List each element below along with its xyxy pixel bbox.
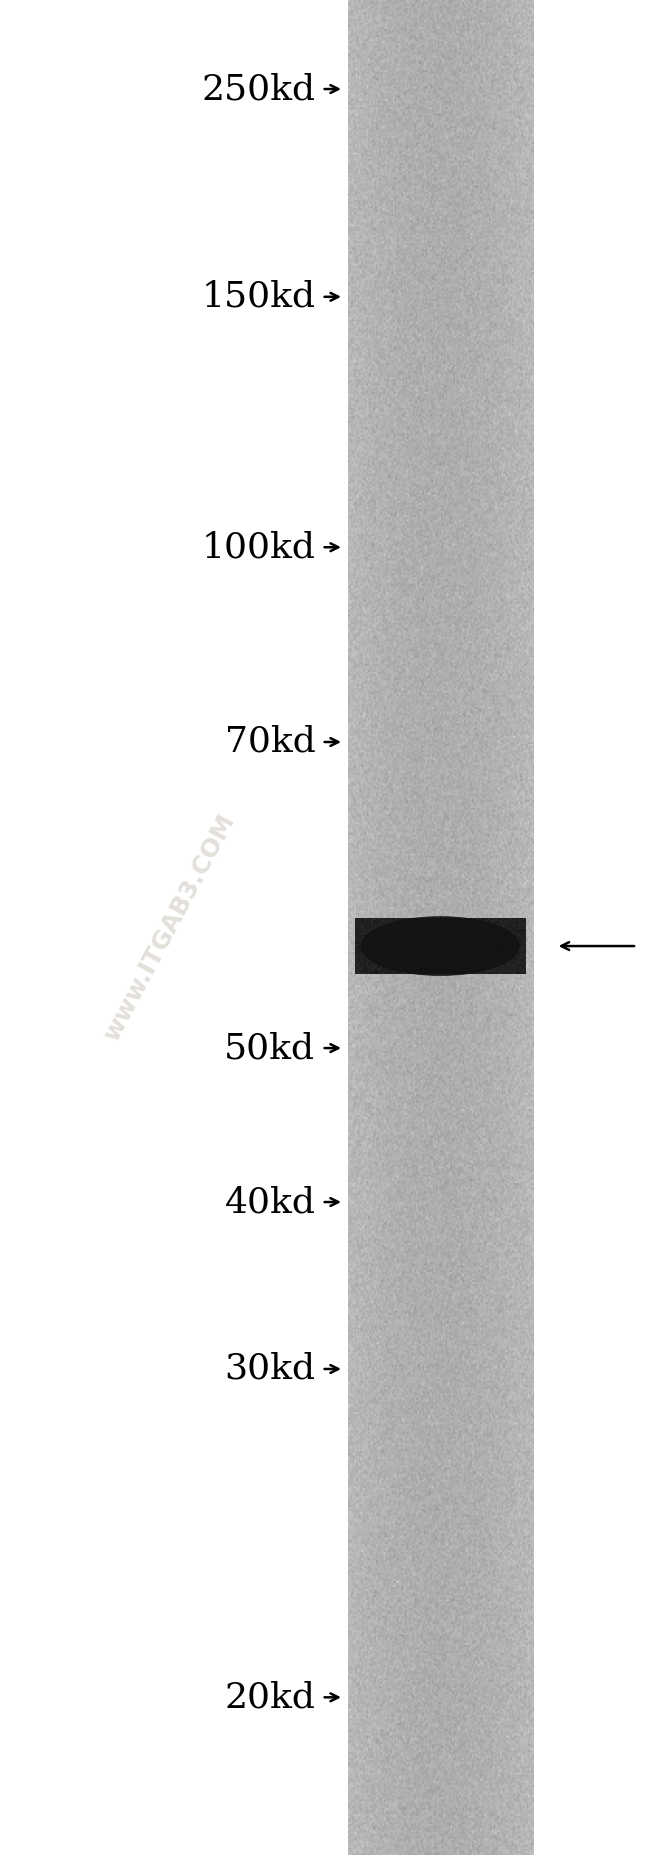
Text: 150kd: 150kd (202, 280, 315, 313)
Text: 70kd: 70kd (224, 725, 315, 759)
Text: www.ITGAB3.COM: www.ITGAB3.COM (99, 811, 239, 1044)
Text: 30kd: 30kd (224, 1352, 315, 1386)
Text: 20kd: 20kd (224, 1681, 315, 1714)
Ellipse shape (361, 916, 519, 976)
Text: 250kd: 250kd (202, 72, 315, 106)
Text: 50kd: 50kd (224, 1031, 315, 1065)
Text: 100kd: 100kd (202, 531, 315, 564)
Text: 40kd: 40kd (224, 1185, 315, 1219)
